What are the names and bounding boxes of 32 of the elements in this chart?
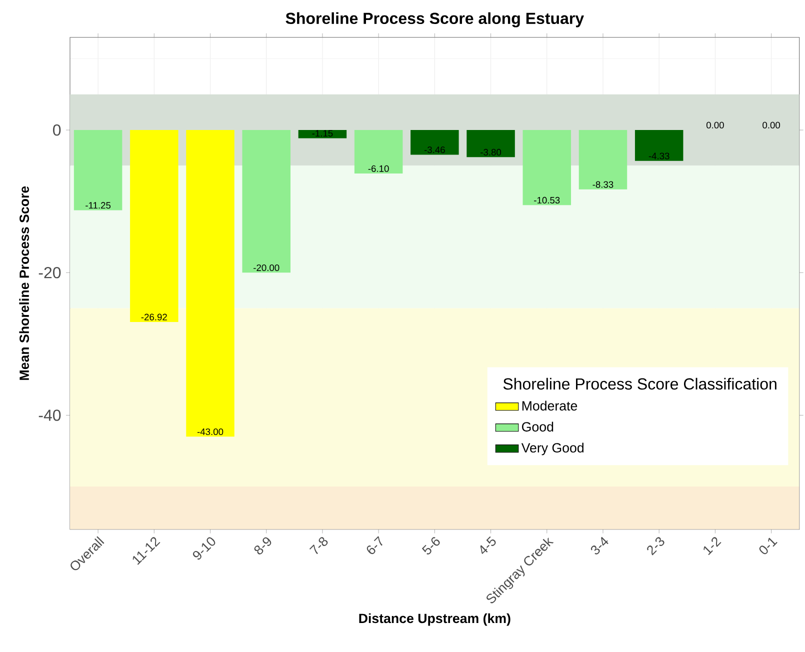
x-tick-label: 8-9	[254, 537, 272, 554]
x-axis-title: Distance Upstream (km)	[359, 613, 510, 626]
data-label: -10.53	[534, 196, 560, 204]
data-label: -4.33	[648, 152, 670, 160]
x-tick-label: 2-3	[647, 537, 664, 556]
data-label: 0.00	[706, 122, 724, 128]
data-label: -20.00	[254, 264, 280, 272]
x-tick-label: 7-8	[309, 537, 328, 554]
legend-label: Moderate	[522, 400, 578, 411]
x-tick-label: 4-5	[480, 536, 496, 554]
data-label: -6.10	[368, 165, 389, 172]
data-label: -43.00	[197, 428, 224, 436]
legend-title: Shoreline Process Score Classification	[503, 378, 776, 390]
data-label: -3.46	[424, 146, 445, 154]
x-tick-label: 0-1	[759, 538, 778, 554]
y-tick-label: 0	[53, 124, 61, 136]
data-label: -8.33	[592, 181, 614, 188]
x-tick-label: 3-4	[590, 536, 608, 554]
x-tick-label: 6-7	[366, 536, 382, 554]
data-label: -26.92	[141, 314, 167, 320]
data-label: -3.80	[480, 148, 502, 156]
x-tick-label: 5-6	[422, 537, 440, 554]
y-tick-label: -40	[38, 410, 61, 421]
y-axis-title: Mean Shoreline Process Score	[19, 186, 30, 380]
chart-title: Shoreline Process Score along Estuary	[286, 12, 584, 28]
legend-label: Good	[522, 422, 554, 432]
data-label: -1.15	[312, 130, 333, 137]
data-label: 0.00	[762, 122, 780, 128]
data-label: -11.25	[86, 202, 111, 209]
y-tick-label: -20	[38, 266, 61, 278]
x-tick-label: 1-2	[704, 537, 722, 556]
legend-label: Very Good	[521, 442, 584, 456]
